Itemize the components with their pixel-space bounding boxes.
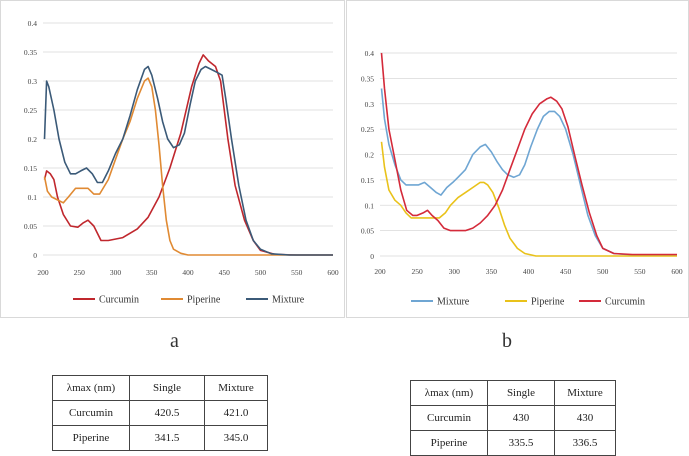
x-tick-label: 450 [219, 268, 231, 277]
series-line-curcumin [43, 54, 333, 256]
x-tick-label: 550 [291, 268, 303, 277]
x-tick-label: 500 [255, 268, 267, 277]
series-line-mixture [43, 65, 333, 256]
chart-panel-a: 0 0.05 0.1 0.15 0.2 0.25 0.3 0.35 0.4 200 250 300 35… [0, 0, 345, 318]
x-tick-label: 600 [671, 267, 683, 276]
table-cell: 421.0 [204, 400, 268, 426]
series-line-piperine [43, 77, 333, 256]
x-tick-label: 350 [486, 267, 498, 276]
series-line-mixture [380, 88, 677, 256]
table-row: Curcumin 420.5 421.0 [52, 400, 268, 426]
chart-panel-b: 0 0.05 0.1 0.15 0.2 0.25 0.3 0.35 0.4 200 250 300 35… [346, 0, 689, 318]
table-header-cell: Mixture [554, 380, 616, 406]
x-tick-label: 250 [74, 268, 86, 277]
y-tick-label: 0.1 [28, 193, 38, 202]
panel-label-a: a [170, 330, 179, 352]
y-tick-label: 0.25 [24, 106, 37, 115]
y-tick-label: 0.3 [28, 77, 38, 86]
table-header-row: λmax (nm) Single Mixture [410, 380, 616, 406]
legend-label: Piperine [531, 297, 565, 308]
y-tick-label: 0.25 [361, 125, 374, 134]
table-cell: 430 [554, 405, 616, 431]
table-header-cell: Single [129, 375, 205, 401]
lambda-max-table-b: λmax (nm) Single Mixture Curcumin 430 43… [410, 380, 616, 456]
y-tick-label: 0.1 [365, 201, 375, 210]
x-tick-label: 200 [37, 268, 49, 277]
x-tick-label: 200 [374, 267, 386, 276]
legend-label: Curcumin [605, 297, 645, 308]
table-cell: Curcumin [52, 400, 130, 426]
y-tick-label: 0.4 [28, 19, 38, 28]
legend-label: Mixture [272, 295, 305, 306]
chart-a-svg: 0 0.05 0.1 0.15 0.2 0.25 0.3 0.35 0.4 200 250 300 35… [24, 19, 339, 306]
table-header-cell: Single [487, 380, 555, 406]
panel-label-b: b [502, 330, 512, 352]
chart-b-svg: 0 0.05 0.1 0.15 0.2 0.25 0.3 0.35 0.4 200 250 300 35… [361, 49, 683, 308]
x-tick-label: 500 [597, 267, 609, 276]
x-tick-label: 250 [412, 267, 424, 276]
y-tick-label: 0.35 [361, 74, 374, 83]
table-header-cell: λmax (nm) [410, 380, 488, 406]
x-tick-label: 550 [634, 267, 646, 276]
y-tick-label: 0.35 [24, 48, 37, 57]
x-tick-label: 300 [110, 268, 122, 277]
table-cell: 430 [487, 405, 555, 431]
table-cell: Piperine [52, 425, 130, 451]
y-tick-label: 0.2 [28, 135, 38, 144]
y-tick-label: 0.05 [24, 222, 37, 231]
legend-label: Curcumin [99, 295, 139, 306]
table-cell: 420.5 [129, 400, 205, 426]
x-tick-label: 600 [327, 268, 339, 277]
y-tick-label: 0.15 [361, 176, 374, 185]
table-header-cell: Mixture [204, 375, 268, 401]
x-tick-label: 400 [523, 267, 535, 276]
legend-label: Mixture [437, 297, 470, 308]
x-tick-label: 400 [182, 268, 194, 277]
series-line-piperine [380, 141, 677, 257]
y-tick-label: 0.2 [365, 151, 375, 160]
table-row: Curcumin 430 430 [410, 405, 616, 431]
x-tick-label: 450 [560, 267, 572, 276]
y-tick-label: 0.05 [361, 227, 374, 236]
lambda-max-table-a: λmax (nm) Single Mixture Curcumin 420.5 … [52, 375, 268, 451]
y-tick-label: 0 [370, 252, 374, 261]
table-cell: Curcumin [410, 405, 488, 431]
table-header-row: λmax (nm) Single Mixture [52, 375, 268, 401]
table-row: Piperine 341.5 345.0 [52, 425, 268, 451]
table-cell: 345.0 [204, 425, 268, 451]
y-tick-label: 0 [33, 251, 37, 260]
x-tick-label: 300 [449, 267, 461, 276]
series-line-curcumin [380, 52, 677, 256]
y-tick-label: 0.4 [365, 49, 375, 58]
y-tick-label: 0.15 [24, 164, 37, 173]
table-header-cell: λmax (nm) [52, 375, 130, 401]
legend-label: Piperine [187, 295, 221, 306]
table-cell: 341.5 [129, 425, 205, 451]
y-tick-label: 0.3 [365, 100, 375, 109]
x-tick-label: 350 [146, 268, 158, 277]
